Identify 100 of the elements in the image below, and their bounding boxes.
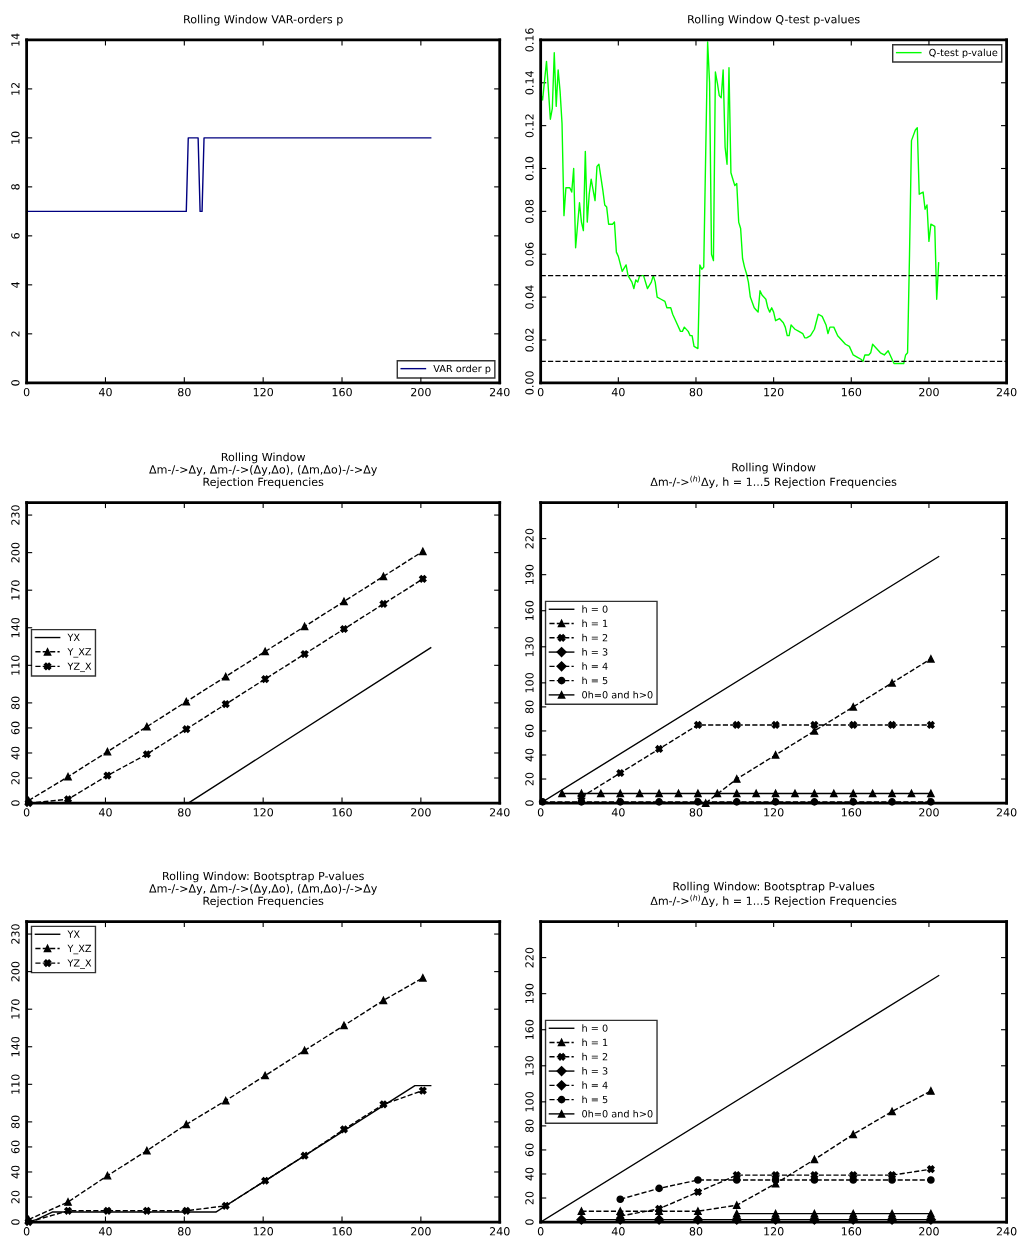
x-tick-label: 80 [689,808,703,817]
y-tick-label: 60 [525,1143,534,1157]
y-tick-label: 230 [11,924,20,944]
legend-label: YZ_X [67,662,92,673]
y-tick-label: 8 [11,184,20,190]
x-tick-label: 40 [98,387,112,397]
y-tick-label: 12 [11,82,20,95]
y-tick-label: 170 [11,580,20,600]
y-tick-label: 40 [11,1165,20,1179]
y-tick-label: 190 [525,564,534,585]
y-tick-label: 80 [525,1119,534,1133]
y-tick-label: 0 [525,1219,534,1225]
y-tick-label: 20 [525,1191,534,1205]
y-tick-label: 130 [525,1055,534,1076]
x-tick-label: 240 [996,808,1017,817]
x-tick-label: 0 [537,387,544,397]
y-tick-label: 20 [11,1190,20,1204]
y-tick-label: 0.12 [525,114,534,138]
y-tick-label: 0 [525,800,534,806]
legend-label: 0h=0 and h>0 [582,690,653,699]
x-tick-label: 120 [253,387,274,397]
chart-title: Rolling Window VAR-orders p [184,14,343,26]
y-tick-label: 4 [11,281,20,288]
x-tick-label: 0 [537,808,544,817]
chart-title: Rolling Window: Bootsptrap P-values Δm-/->$^{(h)}$Δy, h = 1...5 Rejection Frequencies [650,881,897,908]
legend-label: h = 5 [582,676,608,685]
x-tick-label: 160 [841,387,862,397]
y-tick-label: 0 [11,800,20,806]
x-tick-label: 240 [996,1227,1017,1236]
x-tick-label: 160 [332,808,352,817]
x-tick-label: 120 [764,1227,784,1236]
y-tick-label: 200 [11,961,20,982]
y-tick-label: 160 [525,600,534,621]
legend-label: h = 2 [582,1052,608,1061]
legend-label: h = 3 [582,648,608,656]
legend-label: YX [67,633,80,641]
y-tick-label: 0.06 [525,242,534,266]
y-tick-label: 0.10 [525,156,534,181]
x-tick-label: 40 [98,1227,112,1236]
y-tick-label: 10 [11,131,20,144]
x-tick-label: 80 [689,387,703,397]
y-tick-label: 110 [11,655,20,675]
x-tick-label: 120 [764,387,784,397]
y-tick-label: 190 [525,983,534,1004]
x-tick-label: 0 [23,808,30,817]
y-tick-label: 0.00 [525,371,534,395]
y-tick-label: 0 [11,1219,20,1225]
y-tick-label: 140 [11,617,20,638]
x-tick-label: 40 [611,1227,625,1236]
x-tick-label: 200 [411,808,431,817]
x-tick-label: 200 [919,808,939,817]
x-tick-label: 120 [253,1227,274,1236]
y-tick-label: 200 [11,542,20,563]
x-tick-label: 160 [841,1227,862,1236]
legend-label: Y_XZ [67,648,92,658]
y-tick-label: 230 [11,505,20,525]
y-tick-label: 60 [11,721,20,735]
legend-label: YZ_X [67,959,92,969]
chart-title: Rolling Window Δm-/->Δy, Δm-/->(Δy,Δo), (Δm,Δo)-/->Δy Rejection Frequencies [149,452,378,489]
y-tick-label: 130 [525,636,534,657]
x-tick-label: 40 [98,808,112,817]
y-tick-label: 140 [11,1036,20,1057]
y-tick-label: 14 [11,33,20,46]
x-tick-label: 40 [611,387,625,397]
x-tick-label: 160 [332,1227,352,1236]
legend-label: h = 4 [582,662,608,670]
legend-label: 0h=0 and h>0 [582,1109,653,1118]
x-tick-label: 120 [253,808,274,817]
y-tick-label: 220 [525,528,534,549]
legend-label: VAR order p [433,364,491,375]
legend-label: h = 2 [582,633,608,642]
x-tick-label: 240 [489,387,510,397]
x-tick-label: 200 [411,387,431,397]
y-tick-label: 110 [11,1074,20,1094]
y-tick-label: 170 [11,999,20,1019]
x-tick-label: 80 [178,808,191,817]
x-tick-label: 240 [489,808,510,817]
chart-title: Rolling Window Q-test p-values [688,14,860,26]
y-tick-label: 80 [11,696,20,710]
y-tick-label: 0.04 [525,285,534,309]
y-tick-label: 0.16 [525,28,534,52]
x-tick-label: 0 [23,1227,30,1236]
x-tick-label: 200 [919,387,939,397]
y-tick-label: 40 [525,748,534,762]
legend-label: Q-test p-value [929,48,998,59]
legend-label: h = 3 [582,1067,608,1075]
y-tick-label: 100 [525,1091,534,1112]
x-tick-label: 80 [178,1227,191,1236]
legend-label: h = 0 [582,605,608,613]
legend-label: Y_XZ [67,944,92,955]
x-tick-label: 200 [919,1227,939,1236]
y-tick-label: 20 [11,771,20,785]
y-tick-label: 220 [525,947,534,968]
x-tick-label: 40 [611,808,625,817]
y-tick-label: 80 [525,700,534,714]
y-tick-label: 20 [525,772,534,786]
legend-label: h = 4 [582,1081,608,1089]
x-tick-label: 80 [178,387,191,397]
y-tick-label: 60 [525,724,534,738]
y-tick-label: 0 [11,380,20,386]
